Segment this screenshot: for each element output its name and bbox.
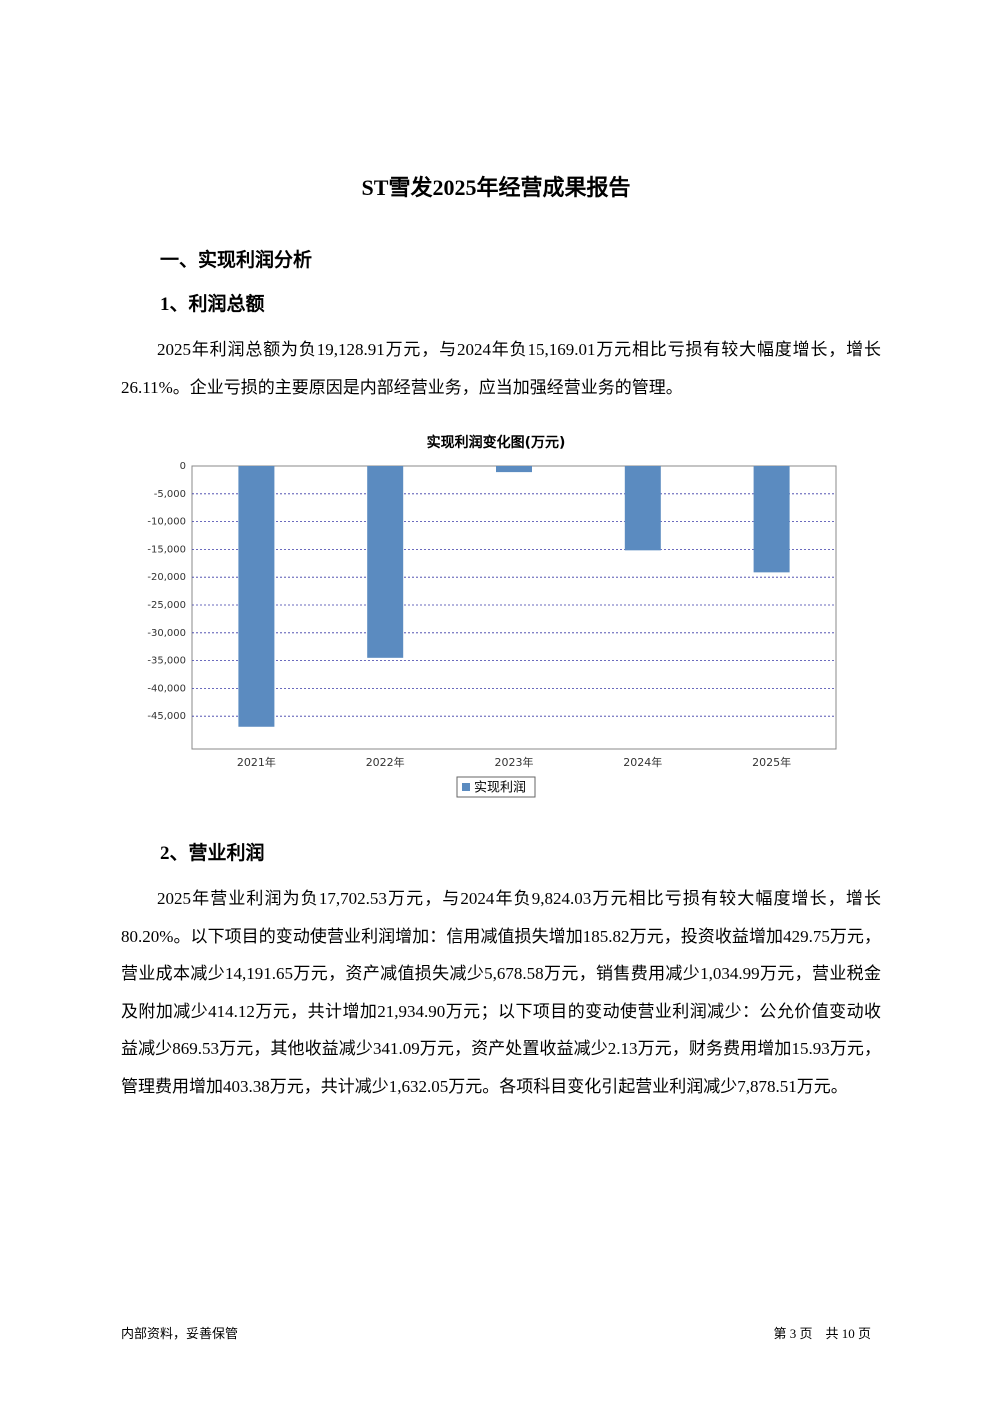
y-tick-label: -25,000 — [147, 600, 186, 611]
x-tick-label: 2025年 — [752, 755, 791, 769]
doc-title: ST雪发2025年经营成果报告 — [361, 175, 631, 200]
x-tick-label: 2022年 — [366, 755, 405, 769]
x-tick-label: 2023年 — [495, 755, 534, 769]
y-tick-label: -15,000 — [147, 544, 186, 555]
subsection-heading: 1、利润总额 — [160, 294, 265, 315]
y-tick-label: -45,000 — [147, 711, 186, 722]
paragraph: 2025年营业利润为负17,702.53万元，与2024年负9,824.03万元… — [121, 889, 881, 1096]
footer-right: 第 3 页 共 10 页 — [773, 1326, 871, 1341]
bar — [238, 466, 275, 727]
footer-left: 内部资料，妥善保管 — [121, 1326, 239, 1341]
bar — [753, 466, 790, 573]
plot-frame — [191, 465, 837, 750]
y-tick-label: -5,000 — [154, 489, 186, 500]
paragraph: 2025年利润总额为负19,128.91万元，与2024年负15,169.01万… — [121, 340, 881, 397]
bar — [624, 466, 661, 551]
legend-label: 实现利润 — [474, 781, 526, 796]
chart-title: 实现利润变化图(万元) — [427, 434, 566, 451]
subsection-heading: 2、营业利润 — [160, 843, 265, 864]
bar — [496, 466, 532, 473]
section-heading: 一、实现利润分析 — [160, 250, 313, 271]
legend-box — [456, 776, 536, 798]
y-tick-label: 0 — [180, 461, 186, 472]
y-tick-label: -40,000 — [147, 683, 186, 694]
y-tick-label: -10,000 — [147, 517, 186, 528]
x-tick-label: 2021年 — [237, 755, 276, 769]
y-tick-label: -20,000 — [147, 572, 186, 583]
y-tick-label: -35,000 — [147, 656, 186, 667]
bar — [367, 466, 404, 658]
x-tick-label: 2024年 — [623, 755, 662, 769]
chart: 实现利润变化图(万元) 0 -5,000 -10,000 -15,000 -20,000 -… — [147, 434, 837, 798]
legend-swatch — [462, 783, 470, 791]
y-tick-label: -30,000 — [147, 628, 186, 639]
